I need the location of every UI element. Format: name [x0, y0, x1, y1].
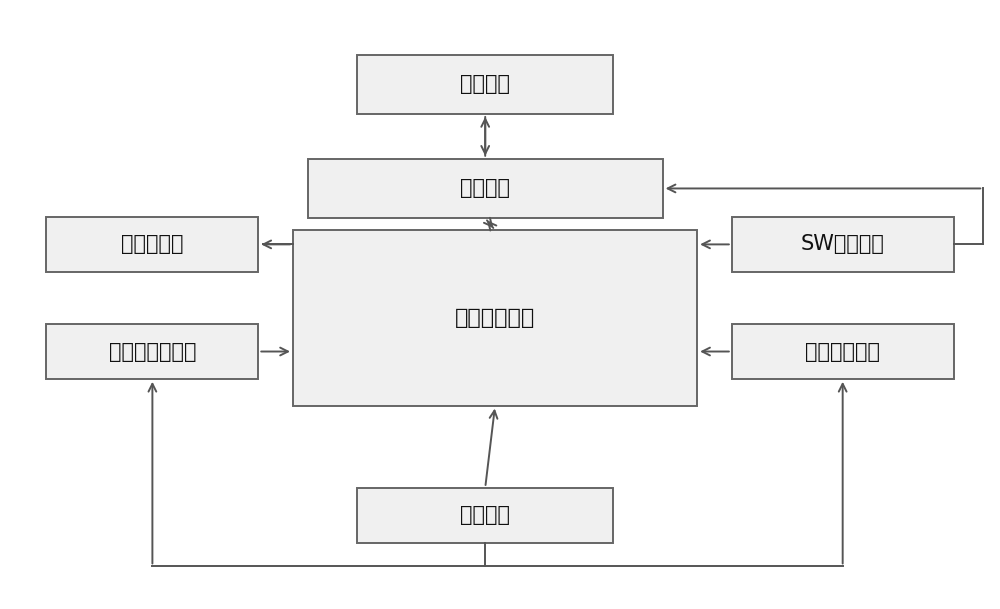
Text: 射频天线: 射频天线 — [460, 74, 510, 94]
Text: SW接口电路: SW接口电路 — [801, 234, 885, 255]
Bar — [732, 324, 954, 379]
Text: 数据处理电路: 数据处理电路 — [455, 308, 535, 328]
Text: 红外测温电路: 红外测温电路 — [805, 342, 880, 362]
Bar — [357, 55, 613, 114]
Bar — [46, 324, 258, 379]
Text: 端报警电路: 端报警电路 — [121, 234, 184, 255]
Bar — [46, 217, 258, 272]
Bar — [293, 230, 697, 406]
Bar — [732, 217, 954, 272]
Bar — [357, 488, 613, 543]
Text: 射频电路: 射频电路 — [460, 178, 510, 199]
Text: 加速度检测电路: 加速度检测电路 — [109, 342, 196, 362]
Text: 供电电路: 供电电路 — [460, 505, 510, 525]
Bar — [308, 159, 663, 218]
